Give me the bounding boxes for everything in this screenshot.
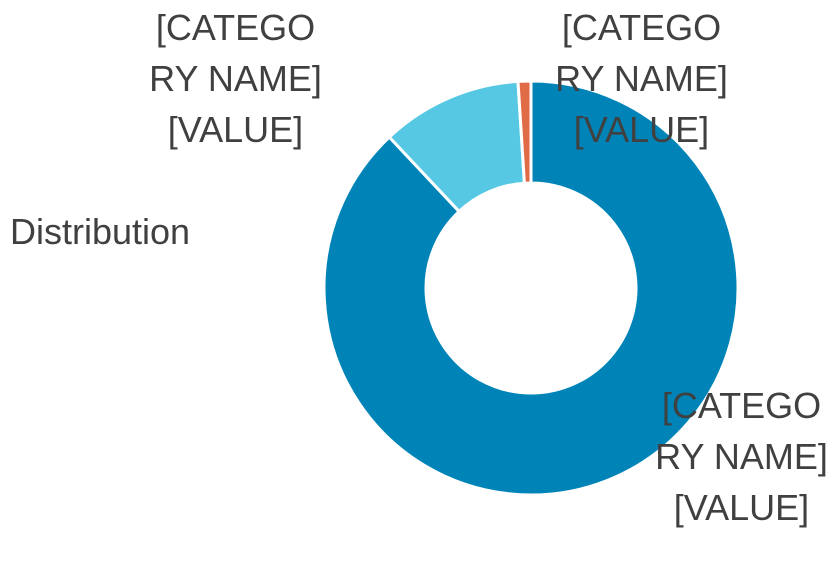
value-label: [VALUE] <box>167 109 304 150</box>
data-label: [CATEGORY NAME] [VALUE] <box>554 2 729 155</box>
donut-slice <box>322 79 740 497</box>
category-label: [CATEGORY NAME] <box>655 385 828 477</box>
category-label: [CATEGORY NAME] <box>555 7 728 99</box>
category-label: [CATEGORY NAME] <box>149 7 322 99</box>
data-label: [CATEGORY NAME] [VALUE] <box>654 380 829 533</box>
value-label: [VALUE] <box>573 109 710 150</box>
value-label: [VALUE] <box>673 487 810 528</box>
data-label: [CATEGORY NAME] [VALUE] <box>148 2 323 155</box>
donut-slice <box>516 79 533 185</box>
chart-title: Distribution <box>10 211 191 252</box>
